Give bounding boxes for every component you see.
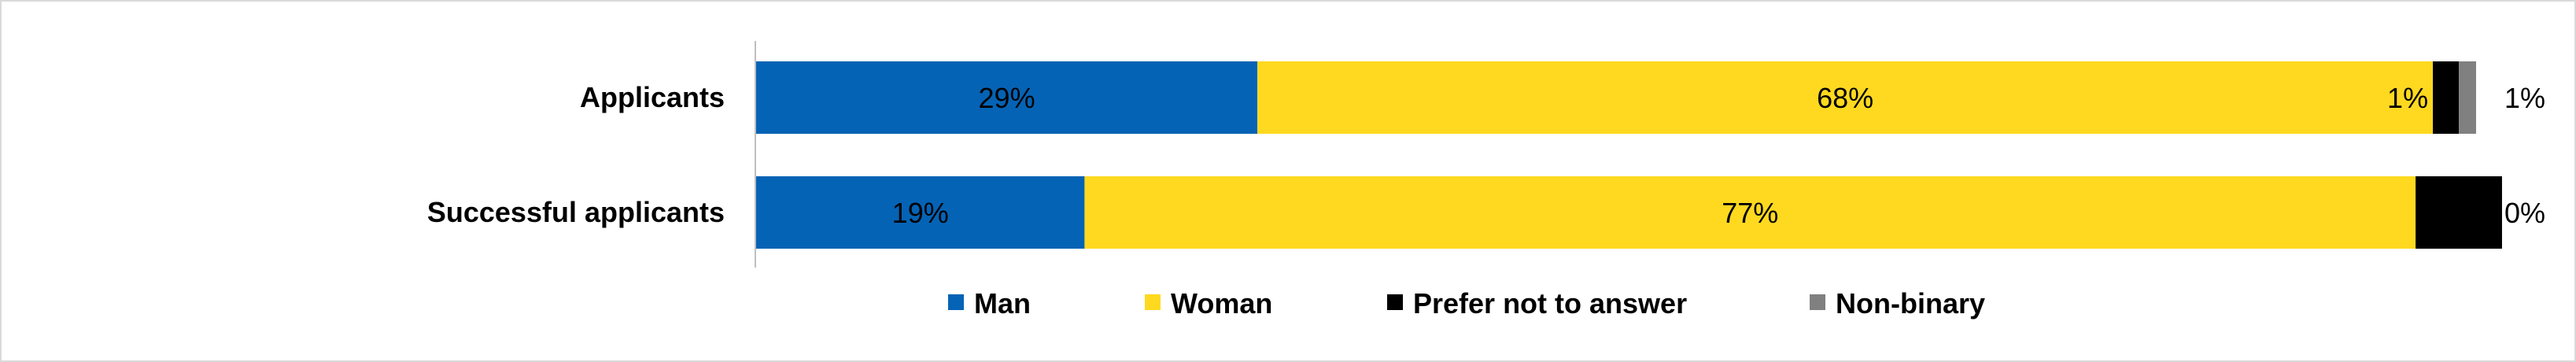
legend-label-non-binary: Non-binary bbox=[1836, 287, 1985, 320]
category-labels-layer: Applicants Successful applicants bbox=[427, 81, 725, 228]
bar-applicants-man bbox=[756, 61, 1258, 134]
legend-item-man: Man bbox=[948, 287, 1031, 320]
legend-label-woman: Woman bbox=[1171, 287, 1272, 320]
bar-successful-applicants-man bbox=[756, 176, 1085, 249]
bar-applicants-prefer-not-to-answer bbox=[2433, 61, 2460, 134]
bar-applicants-non-binary bbox=[2459, 61, 2477, 134]
bar-applicants-woman bbox=[1257, 61, 2434, 134]
category-label-applicants: Applicants bbox=[580, 81, 725, 113]
legend-swatch-prefer-not-to-answer bbox=[1387, 294, 1403, 310]
legend-item-non-binary: Non-binary bbox=[1810, 287, 1985, 320]
legend: Man Woman Prefer not to answer Non-binary bbox=[948, 287, 1985, 320]
legend-item-prefer-not-to-answer: Prefer not to answer bbox=[1387, 287, 1687, 320]
data-label-applicants-prefer-not-to-answer: 1% bbox=[2387, 82, 2428, 114]
legend-swatch-man bbox=[948, 294, 964, 310]
data-label-applicants-non-binary: 1% bbox=[2504, 82, 2545, 114]
bar-successful-applicants-woman bbox=[1084, 176, 2416, 249]
legend-swatch-woman bbox=[1145, 294, 1161, 310]
legend-swatch-non-binary bbox=[1810, 294, 1825, 310]
data-label-successful-applicants-man: 19% bbox=[892, 197, 949, 229]
bar-successful-applicants-prefer-not-to-answer bbox=[2415, 176, 2502, 249]
legend-label-prefer-not-to-answer: Prefer not to answer bbox=[1413, 287, 1687, 320]
bars-layer bbox=[756, 61, 2502, 249]
data-label-successful-applicants-woman: 77% bbox=[1722, 197, 1778, 229]
legend-item-woman: Woman bbox=[1145, 287, 1272, 320]
legend-label-man: Man bbox=[974, 287, 1031, 320]
data-label-applicants-woman: 68% bbox=[1817, 82, 1873, 114]
data-label-successful-applicants-non-binary: 0% bbox=[2504, 197, 2545, 229]
category-label-successful-applicants: Successful applicants bbox=[427, 196, 725, 228]
data-labels-layer: 29% 68% 1% 1% 19% 77% 5% 0% bbox=[892, 82, 2545, 229]
data-label-applicants-man: 29% bbox=[979, 82, 1035, 114]
data-label-successful-applicants-prefer-not-to-answer: 5% bbox=[2438, 197, 2479, 229]
